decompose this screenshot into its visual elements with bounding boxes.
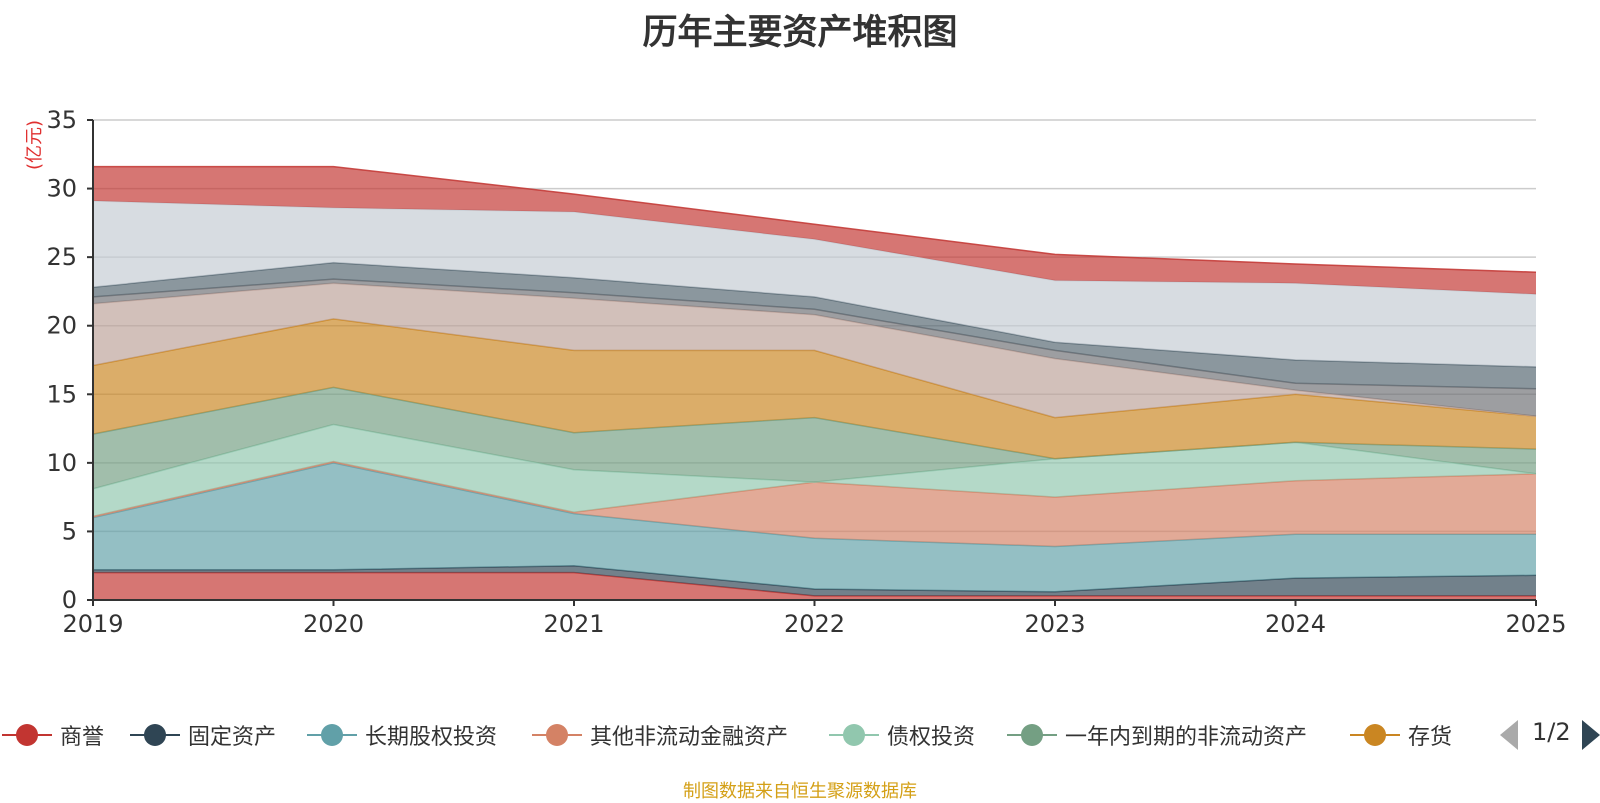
legend-item[interactable]: 其他非流动金融资产	[532, 718, 788, 752]
area-series-0[interactable]	[93, 572, 1536, 600]
legend-page-indicator: 1/2	[1532, 718, 1571, 746]
x-tick-label: 2021	[543, 610, 604, 638]
legend-prev-page-icon[interactable]	[1500, 720, 1518, 750]
area-series-3[interactable]	[93, 461, 1536, 547]
y-tick-label: 20	[46, 312, 77, 340]
legend-label: 债权投资	[887, 725, 976, 750]
y-tick-label: 25	[46, 243, 77, 271]
legend-item[interactable]: 一年内到期的非流动资产	[1007, 718, 1307, 752]
area-series-7[interactable]	[93, 283, 1536, 418]
area-series-5[interactable]	[93, 387, 1536, 489]
legend-marker-icon	[2, 718, 52, 752]
area-series-2[interactable]	[93, 462, 1536, 592]
legend-item[interactable]: 存货	[1350, 718, 1452, 752]
legend-label: 长期股权投资	[365, 725, 498, 750]
legend-label: 一年内到期的非流动资产	[1065, 725, 1308, 750]
area-series-1[interactable]	[93, 565, 1536, 596]
series-line-11	[93, 165, 1537, 273]
y-tick-label: 30	[46, 175, 77, 203]
legend-item[interactable]: 长期股权投资	[307, 718, 497, 752]
legend-marker-icon	[829, 718, 879, 752]
area-series-6[interactable]	[93, 318, 1536, 459]
x-tick-label: 2020	[303, 610, 364, 638]
y-tick-label: 15	[46, 380, 77, 408]
legend-item[interactable]: 商誉	[2, 718, 104, 752]
x-tick-label: 2025	[1505, 610, 1566, 638]
area-series-10[interactable]	[93, 200, 1536, 367]
y-tick-label: 10	[46, 449, 77, 477]
legend: 商誉 固定资产 长期股权投资 其他非流动金融资产 债权投资 一年内到期的非流动资产 存货	[0, 718, 1600, 752]
legend-label: 其他非流动金融资产	[590, 725, 789, 750]
legend-label: 商誉	[60, 725, 105, 750]
legend-next-page-icon[interactable]	[1582, 720, 1600, 750]
legend-marker-icon	[130, 718, 180, 752]
x-tick-label: 2022	[784, 610, 845, 638]
legend-marker-icon	[307, 718, 357, 752]
x-tick-label: 2024	[1265, 610, 1326, 638]
x-tick-label: 2023	[1024, 610, 1085, 638]
legend-label: 固定资产	[188, 725, 277, 750]
legend-item[interactable]: 债权投资	[829, 718, 975, 752]
y-tick-label: 0	[62, 586, 77, 614]
area-series-9[interactable]	[93, 262, 1536, 389]
legend-marker-icon	[532, 718, 582, 752]
y-tick-label: 5	[62, 517, 77, 545]
y-tick-label: 35	[46, 106, 77, 134]
area-series	[92, 165, 1537, 600]
source-note: 制图数据来自恒生聚源数据库	[683, 781, 917, 802]
legend-label: 存货	[1408, 725, 1453, 750]
area-series-11[interactable]	[93, 166, 1536, 295]
legend-marker-icon	[1007, 718, 1057, 752]
legend-marker-icon	[1350, 718, 1400, 752]
x-tick-label: 2019	[62, 610, 123, 638]
legend-item[interactable]: 固定资产	[130, 718, 276, 752]
chart-title: 历年主要资产堆积图	[642, 13, 958, 53]
